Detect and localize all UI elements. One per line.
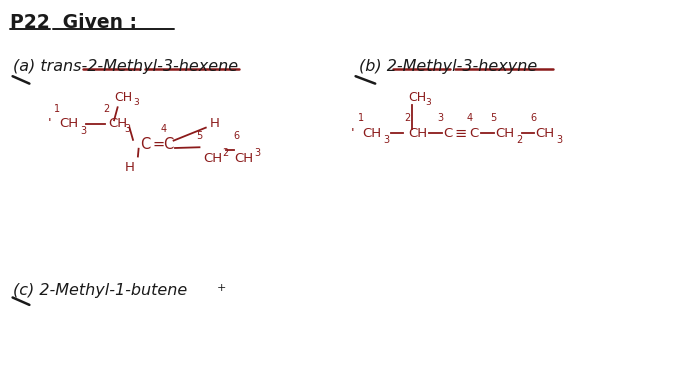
Text: ': ' (48, 117, 51, 131)
Text: 1: 1 (54, 104, 60, 114)
Text: C: C (443, 127, 452, 140)
Text: C: C (140, 137, 150, 152)
Text: CH: CH (108, 117, 127, 131)
Text: 2: 2 (104, 104, 110, 114)
Text: CH: CH (408, 127, 427, 140)
Text: (a) trans-2-Methyl-3-hexene: (a) trans-2-Methyl-3-hexene (13, 59, 238, 74)
Text: H: H (210, 117, 220, 131)
Text: CH: CH (114, 91, 132, 104)
Text: 3: 3 (254, 148, 260, 158)
Text: CH: CH (203, 152, 222, 165)
Text: 2: 2 (223, 148, 229, 158)
Text: 3: 3 (384, 135, 390, 145)
Text: 2: 2 (516, 135, 522, 145)
Text: P22  Given :: P22 Given : (10, 13, 137, 32)
Text: 3: 3 (125, 124, 131, 134)
Text: 3: 3 (134, 98, 139, 107)
Text: H: H (125, 161, 134, 174)
Text: 5: 5 (196, 131, 202, 141)
Text: C: C (163, 137, 174, 152)
Text: (b) 2-Methyl-3-hexyne: (b) 2-Methyl-3-hexyne (359, 59, 538, 74)
Text: CH: CH (495, 127, 514, 140)
Text: CH: CH (60, 117, 78, 131)
Text: CH: CH (408, 91, 426, 104)
Text: CH: CH (234, 152, 253, 165)
Text: 6: 6 (531, 113, 537, 123)
Text: +: + (217, 283, 229, 293)
Text: C: C (470, 127, 479, 140)
Text: 6: 6 (233, 131, 239, 141)
Text: ≡: ≡ (454, 126, 466, 141)
Text: 4: 4 (161, 124, 167, 134)
Text: 3: 3 (80, 125, 87, 136)
Text: 1: 1 (358, 113, 364, 123)
Text: CH: CH (363, 127, 382, 140)
Text: ': ' (351, 127, 354, 140)
Text: 4: 4 (466, 113, 473, 123)
Text: 3: 3 (438, 113, 444, 123)
Text: 3: 3 (426, 98, 431, 107)
Text: 2: 2 (405, 113, 411, 123)
Text: (c) 2-Methyl-1-butene: (c) 2-Methyl-1-butene (13, 283, 187, 298)
Text: =: = (153, 137, 164, 152)
Text: 3: 3 (556, 135, 563, 145)
Text: CH: CH (536, 127, 554, 140)
Text: 5: 5 (490, 113, 496, 123)
